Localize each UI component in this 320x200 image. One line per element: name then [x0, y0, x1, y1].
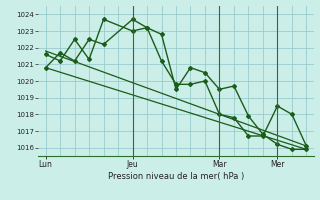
X-axis label: Pression niveau de la mer( hPa ): Pression niveau de la mer( hPa )	[108, 172, 244, 181]
